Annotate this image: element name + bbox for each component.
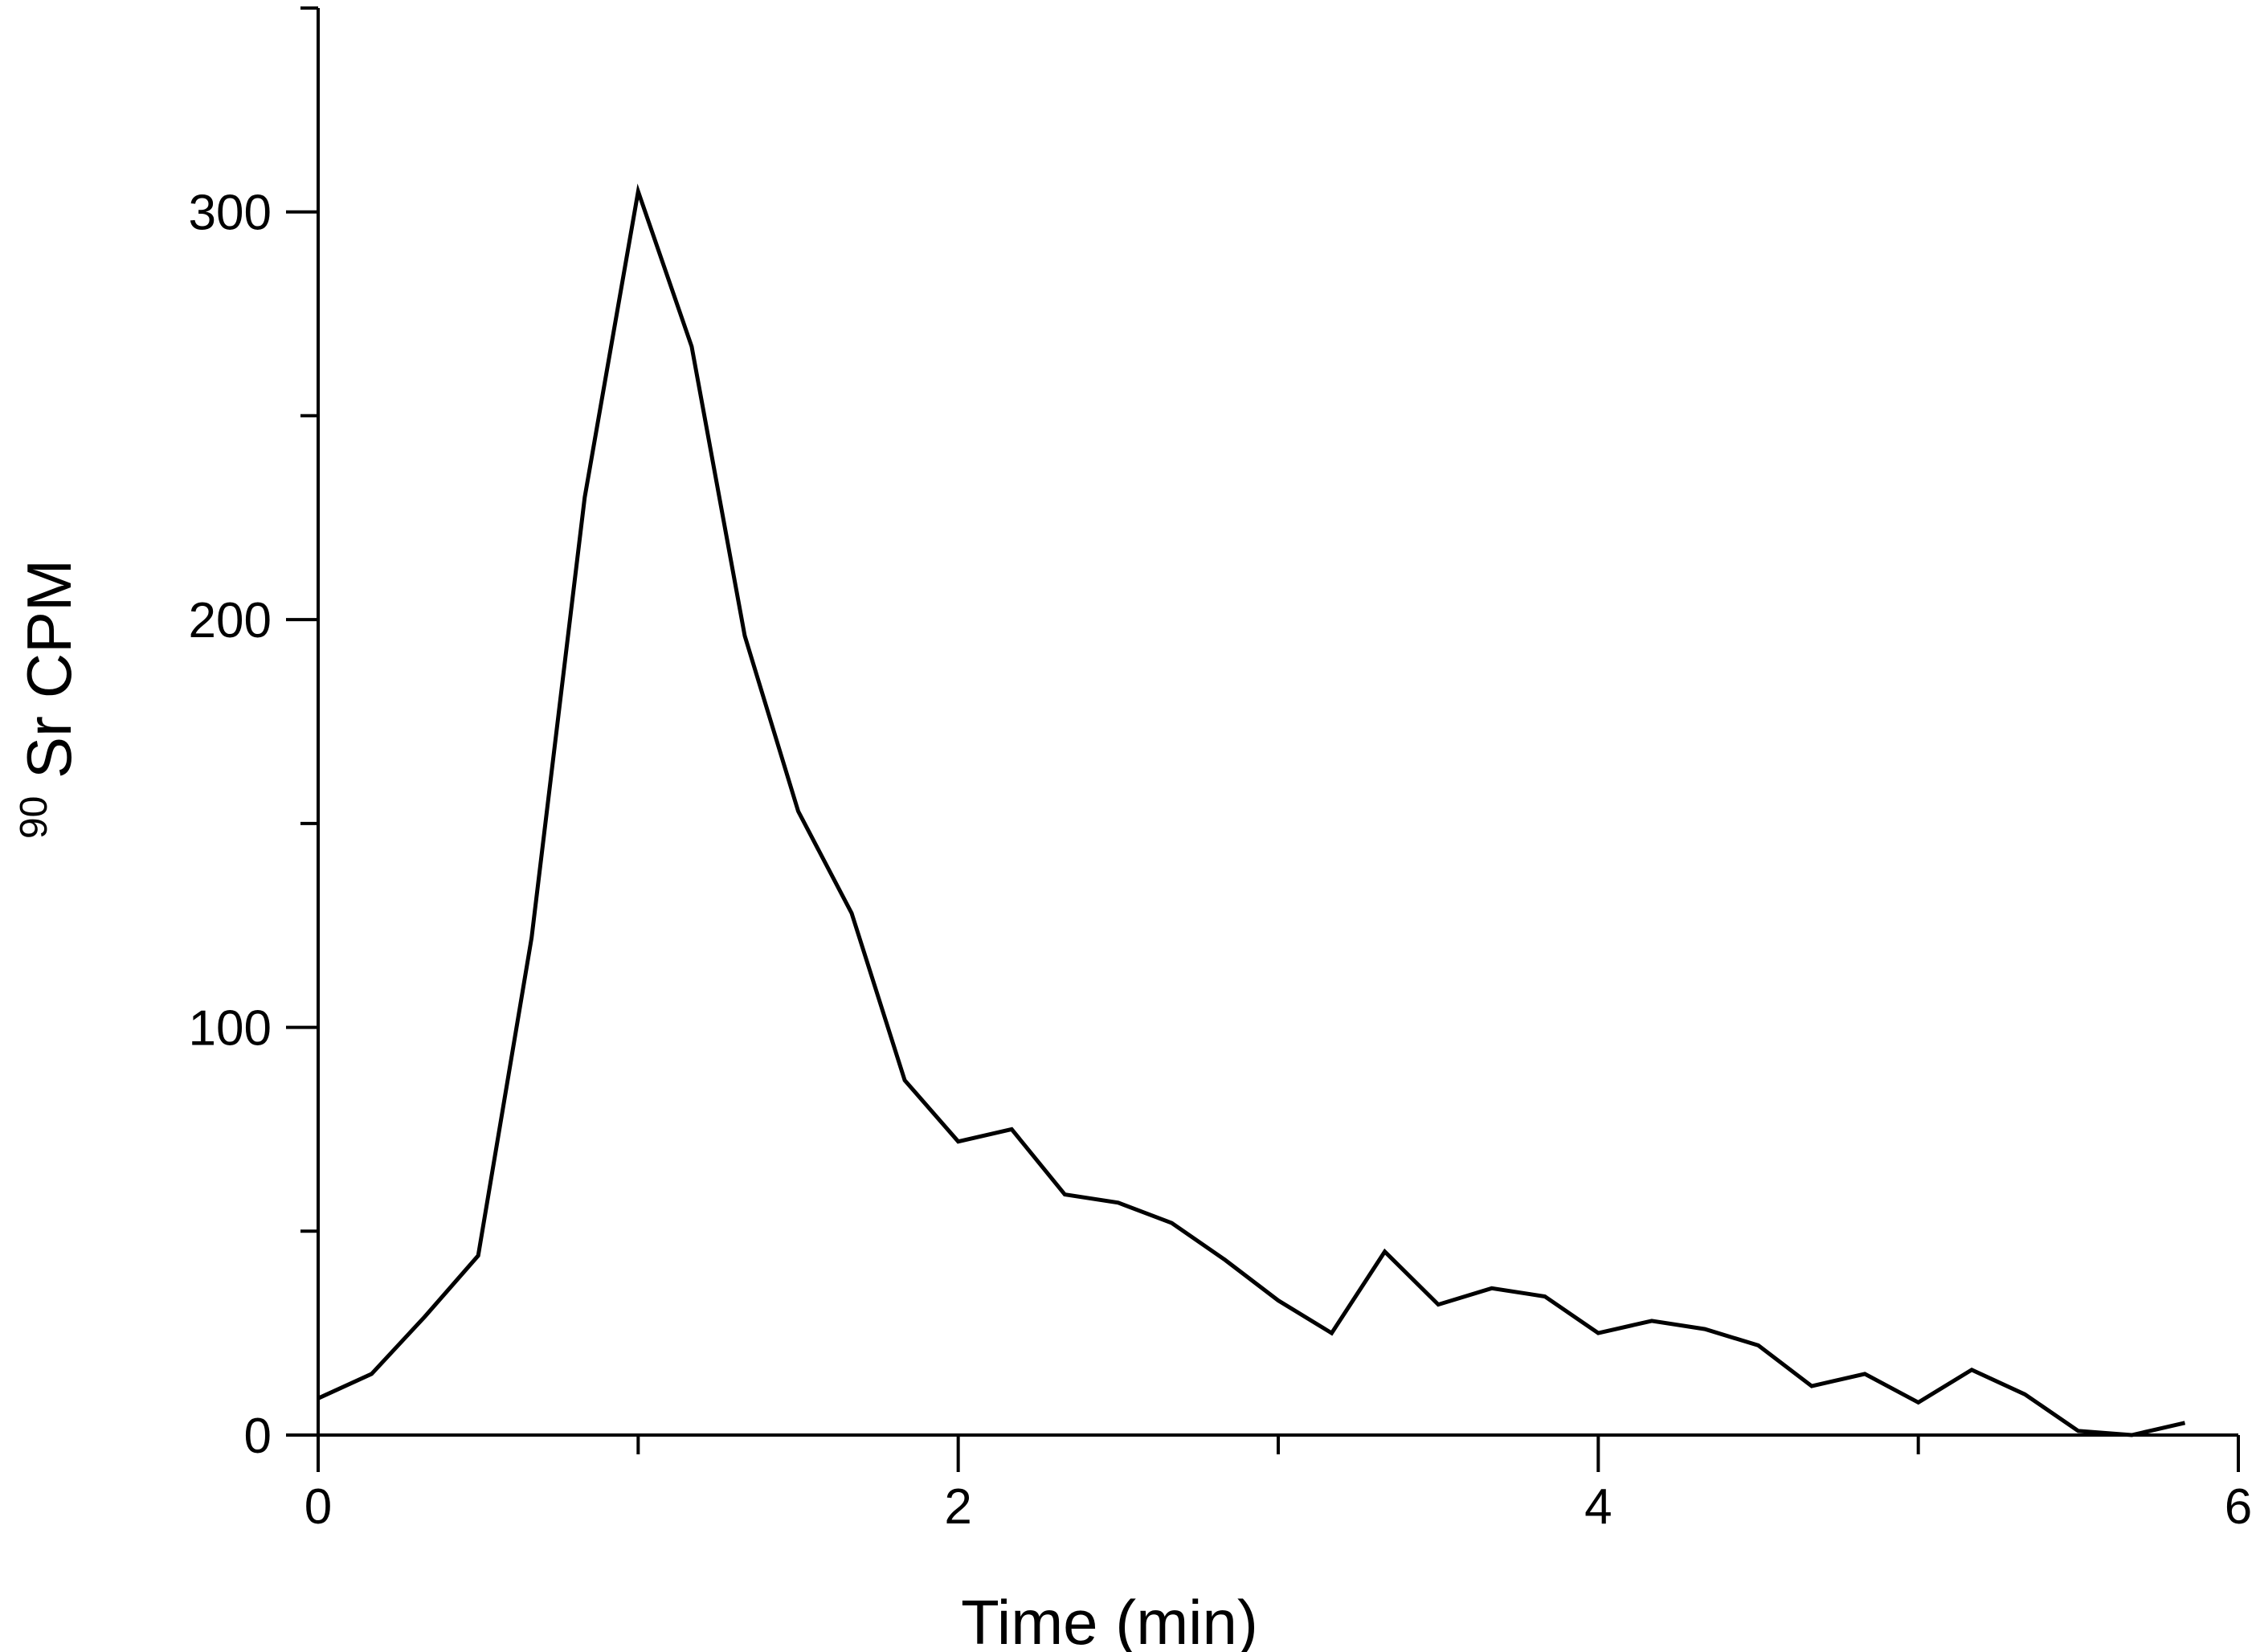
tick-labels: 0 100 200 300 0 2 4 6 xyxy=(189,186,2253,1535)
y-tick-label: 100 xyxy=(189,1001,272,1057)
y-tick-label: 300 xyxy=(189,186,272,241)
axes xyxy=(317,8,2238,1472)
y-tick-label: 0 xyxy=(244,1409,272,1464)
y-axis-title-superscript: 90 xyxy=(13,796,55,839)
y-tick-label: 200 xyxy=(189,593,272,648)
y-axis-title-main: Sr CPM xyxy=(14,559,84,779)
x-tick-label: 4 xyxy=(1584,1479,1612,1535)
x-tick-label: 0 xyxy=(304,1479,332,1535)
x-axis-title: Time (min) xyxy=(961,1587,1258,1652)
x-tick-label: 6 xyxy=(2225,1479,2252,1535)
series-line xyxy=(317,183,2186,1437)
x-tick-label: 2 xyxy=(944,1479,971,1535)
ticks xyxy=(286,6,2240,1472)
y-axis-title: 90 Sr CPM xyxy=(0,559,84,839)
